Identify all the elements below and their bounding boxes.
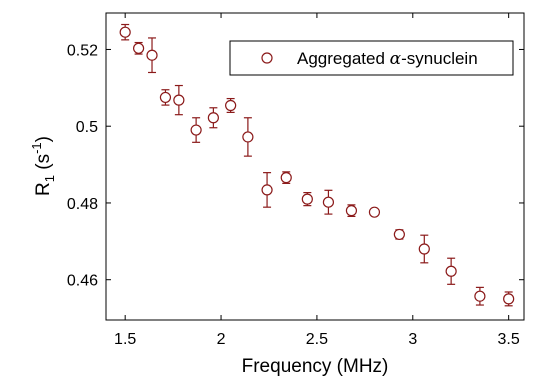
legend-box <box>229 40 514 76</box>
legend-label: Aggregated α-synuclein <box>297 49 478 69</box>
data-series <box>119 23 515 307</box>
data-marker <box>173 94 185 106</box>
data-point <box>132 41 145 55</box>
legend: Aggregated α-synuclein <box>229 40 514 76</box>
data-marker <box>474 290 486 302</box>
data-point <box>474 286 486 306</box>
data-marker <box>132 42 145 54</box>
data-marker <box>503 293 515 305</box>
data-point <box>280 171 292 184</box>
data-point <box>393 228 405 241</box>
data-marker <box>207 112 219 124</box>
x-tick-label: 3.5 <box>498 331 520 348</box>
data-point <box>207 107 219 129</box>
data-point <box>503 291 515 307</box>
data-marker <box>345 205 358 217</box>
data-point <box>242 117 254 157</box>
data-point <box>345 204 358 217</box>
data-marker <box>393 228 405 241</box>
x-tick-label: 1.5 <box>114 331 136 348</box>
y-tick-label: 0.52 <box>67 42 98 59</box>
data-marker <box>225 99 237 112</box>
legend-marker <box>261 52 273 64</box>
data-point <box>322 189 335 215</box>
data-marker <box>261 184 273 196</box>
y-tick-label: 0.48 <box>67 196 98 213</box>
x-tick-label: 2 <box>217 331 226 348</box>
y-axis-title: R1 (s-1) <box>29 136 57 196</box>
data-marker <box>445 265 457 277</box>
x-tick-label: 2.5 <box>306 331 328 348</box>
data-point <box>225 97 237 113</box>
data-point <box>301 191 313 207</box>
data-marker <box>119 26 131 38</box>
data-marker <box>322 196 335 208</box>
data-point <box>173 84 185 116</box>
data-marker <box>418 243 430 255</box>
data-point <box>418 234 430 264</box>
y-tick-label: 0.5 <box>76 119 98 136</box>
data-marker <box>190 124 202 136</box>
y-axis: 0.46 0.48 0.5 0.52 <box>67 42 524 290</box>
data-point <box>445 257 457 285</box>
data-marker <box>280 172 292 184</box>
data-point <box>368 206 381 218</box>
x-axis: 1.5 2 2.5 3 3.5 <box>114 13 520 348</box>
data-marker <box>368 206 381 218</box>
data-marker <box>242 131 254 143</box>
data-point <box>119 23 131 41</box>
y-tick-label: 0.46 <box>67 273 98 290</box>
data-point <box>261 172 273 208</box>
data-marker <box>301 193 313 205</box>
data-point <box>146 37 158 74</box>
data-marker <box>146 49 158 61</box>
data-point <box>159 89 172 106</box>
data-marker <box>159 91 172 104</box>
x-tick-label: 3 <box>408 331 417 348</box>
x-axis-title: Frequency (MHz) <box>242 356 389 376</box>
data-point <box>190 117 202 143</box>
